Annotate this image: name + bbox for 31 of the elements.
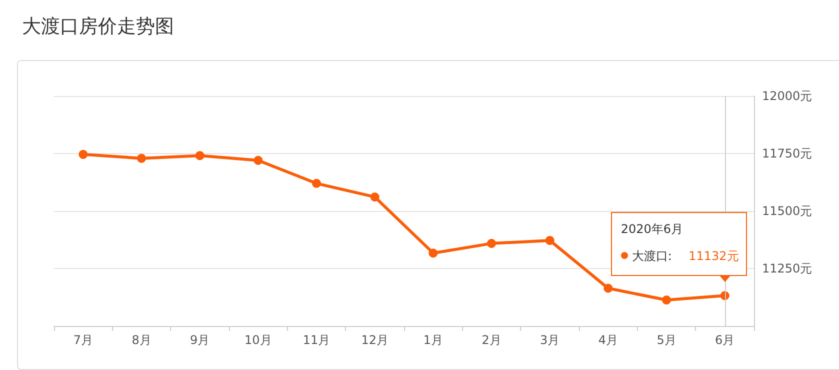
point bbox=[312, 178, 321, 188]
annotation: 11132元 bbox=[688, 248, 739, 265]
point bbox=[137, 154, 146, 163]
x-tick-label: 11月 bbox=[302, 333, 330, 347]
point bbox=[662, 296, 671, 305]
x-tick-label: 9月 bbox=[190, 333, 210, 347]
point bbox=[78, 150, 88, 159]
y-tick-label: 12000元 bbox=[762, 89, 812, 103]
point bbox=[195, 151, 204, 160]
y-tick-label: 11750元 bbox=[762, 146, 812, 160]
x-tick-label: 7月 bbox=[73, 333, 93, 347]
y-tick-label: 11250元 bbox=[762, 262, 812, 276]
chart-title: 大渡口房价走势图 bbox=[22, 16, 174, 38]
x-tick-label: 5月 bbox=[656, 333, 676, 347]
point bbox=[545, 236, 554, 245]
y-tick-label: 11500元 bbox=[762, 204, 812, 218]
x-tick-label: 12月 bbox=[361, 333, 388, 347]
x-tick-label: 4月 bbox=[598, 333, 618, 347]
x-tick-label: 1月 bbox=[423, 333, 443, 347]
point bbox=[428, 248, 438, 258]
annotation: 大渡口: bbox=[632, 248, 672, 265]
x-tick-label: 2月 bbox=[482, 333, 502, 347]
annotation: 2020年6月 bbox=[620, 220, 684, 238]
x-tick-label: 3月 bbox=[540, 333, 560, 347]
point bbox=[604, 284, 613, 293]
x-tick-label: 6月 bbox=[715, 333, 735, 347]
point bbox=[487, 238, 496, 248]
point bbox=[254, 156, 263, 165]
x-tick-label: 8月 bbox=[132, 333, 152, 347]
point bbox=[370, 192, 380, 202]
x-tick-label: 10月 bbox=[244, 333, 272, 347]
